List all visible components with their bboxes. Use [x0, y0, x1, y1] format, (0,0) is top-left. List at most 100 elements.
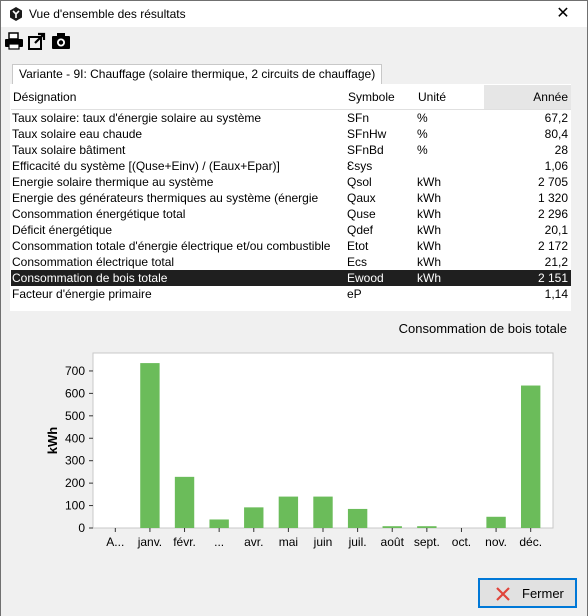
table-row[interactable]: Energie solaire thermique au système Qsol…	[11, 174, 571, 190]
x-tick-label: juin	[313, 535, 333, 549]
table-row[interactable]: Energie des générateurs thermiques au sy…	[11, 190, 571, 206]
window-close-button[interactable]: ✕	[556, 5, 570, 22]
table-body: Taux solaire: taux d'énergie solaire au …	[11, 109, 571, 302]
y-tick-label: 600	[65, 386, 85, 400]
cell-symbol: Qdef	[347, 222, 374, 237]
window-title: Vue d'ensemble des résultats	[29, 7, 186, 21]
cell-unit: %	[417, 142, 428, 157]
table-row[interactable]: Facteur d'énergie primaire eP 1,14	[11, 286, 571, 302]
cell-year-value: 2 172	[537, 238, 568, 253]
bar-7	[347, 508, 368, 528]
x-tick-label: déc.	[519, 535, 542, 549]
app-logo-icon	[10, 7, 22, 21]
bar-12	[521, 385, 541, 528]
toolbar	[1, 29, 587, 53]
y-tick-label: 300	[65, 454, 85, 468]
x-tick-label: avr.	[244, 535, 263, 549]
cell-year-value: 21,2	[544, 254, 568, 269]
bar-11	[486, 516, 506, 528]
cell-year-value: 1 320	[537, 190, 568, 205]
cell-year-value: 2 705	[537, 174, 568, 189]
cell-unit: %	[417, 126, 428, 141]
x-tick-label: janv.	[137, 535, 162, 549]
cell-symbol: Quse	[347, 206, 376, 221]
results-table: Désignation Symbole Unité Année Taux sol…	[11, 85, 571, 302]
table-row[interactable]: Taux solaire eau chaude SFnHw% 80,4	[11, 126, 571, 142]
cell-unit: kWh	[416, 269, 484, 286]
camera-icon[interactable]	[50, 31, 72, 51]
cell-unit: kWh	[417, 222, 441, 237]
cell-year-value: 20,1	[544, 222, 568, 237]
bar-6	[313, 496, 333, 528]
close-icon	[496, 587, 510, 601]
x-tick-label: févr.	[173, 535, 196, 549]
cell-designation: Facteur d'énergie primaire	[12, 286, 152, 301]
x-tick-label: A...	[106, 535, 124, 549]
export-icon[interactable]	[26, 31, 48, 51]
column-header-year[interactable]: Année	[484, 85, 571, 110]
cell-symbol: Ɛsys	[347, 158, 373, 173]
bar-5	[278, 496, 299, 528]
table-row[interactable]: Consommation énergétique total Quse kWh 2 2…	[11, 206, 571, 222]
y-axis-label: kWh	[45, 427, 60, 455]
cell-year-value: 80,4	[544, 126, 568, 141]
cell-unit: kWh	[417, 254, 441, 269]
x-tick-label: oct.	[452, 535, 471, 549]
table-row[interactable]: Efficacité du système [(Quse+Einv) / (Ea…	[11, 158, 571, 174]
cell-designation: Taux solaire: taux d'énergie solaire au …	[12, 110, 262, 125]
bar-1	[140, 363, 160, 528]
cell-designation: Consommation de bois totale	[11, 269, 346, 286]
x-tick-label: mai	[279, 535, 298, 549]
close-button[interactable]: Fermer	[478, 578, 577, 608]
cell-symbol: SFnHw	[347, 126, 387, 141]
y-tick-label: 500	[65, 409, 85, 423]
x-tick-label: ...	[214, 535, 224, 549]
tab-variant[interactable]: Variante - 9I: Chauffage (solaire thermi…	[12, 64, 383, 84]
bar-4	[244, 507, 264, 528]
cell-symbol: Qaux	[347, 190, 376, 205]
cell-unit: kWh	[417, 174, 441, 189]
cell-designation: Déficit énergétique	[12, 222, 113, 237]
table-row[interactable]: Consommation électrique total Ecs kWh 21,2	[11, 254, 571, 270]
cell-designation: Consommation énergétique total	[12, 206, 186, 221]
column-header-designation[interactable]: Désignation	[11, 85, 346, 110]
cell-symbol: eP	[347, 286, 362, 301]
x-tick-label: juil.	[348, 535, 367, 549]
cell-symbol: Qsol	[347, 174, 372, 189]
cell-year-value: 2 151	[484, 269, 571, 286]
cell-unit: kWh	[417, 238, 441, 253]
table-row[interactable]: Consommation totale d'énergie électrique…	[11, 238, 571, 254]
cell-unit	[416, 286, 484, 302]
y-tick-label: 700	[65, 364, 85, 378]
cell-symbol: Etot	[347, 238, 369, 253]
cell-designation: Taux solaire bâtiment	[12, 142, 126, 157]
bar-2	[174, 476, 195, 528]
chart-title: Consommation de bois totale	[398, 321, 567, 336]
cell-year-value: 2 296	[537, 206, 568, 221]
title-bar: Vue d'ensemble des résultats ✕	[1, 1, 587, 27]
y-tick-label: 200	[65, 476, 85, 490]
cell-designation: Energie des générateurs thermiques au sy…	[12, 190, 319, 205]
column-header-unit[interactable]: Unité	[416, 85, 484, 110]
cell-symbol: SFnBd	[347, 142, 384, 157]
footer: Fermer	[1, 574, 587, 616]
column-header-symbol[interactable]: Symbole	[346, 85, 416, 110]
cell-designation: Taux solaire eau chaude	[12, 126, 143, 141]
y-tick-label: 400	[65, 431, 85, 445]
cell-designation: Consommation totale d'énergie électrique…	[12, 238, 331, 253]
cell-unit: %	[417, 110, 428, 125]
table-row[interactable]: Taux solaire: taux d'énergie solaire au …	[11, 109, 571, 126]
table-row[interactable]: Taux solaire bâtiment SFnBd% 28	[11, 142, 571, 158]
table-row[interactable]: Consommation de bois totale Ewood kWh 2 151	[11, 269, 571, 286]
print-icon[interactable]	[3, 31, 25, 51]
cell-unit: kWh	[417, 206, 441, 221]
x-tick-label: août	[381, 535, 405, 549]
cell-symbol: Ecs	[347, 254, 368, 269]
y-tick-label: 0	[78, 521, 85, 535]
y-tick-label: 100	[65, 499, 85, 513]
table-row[interactable]: Déficit énergétique Qdef kWh 20,1	[11, 222, 571, 238]
cell-year-value: 67,2	[544, 110, 568, 125]
cell-symbol: SFn	[347, 110, 370, 125]
cell-designation: Energie solaire thermique au système	[12, 174, 214, 189]
cell-unit	[416, 158, 484, 174]
